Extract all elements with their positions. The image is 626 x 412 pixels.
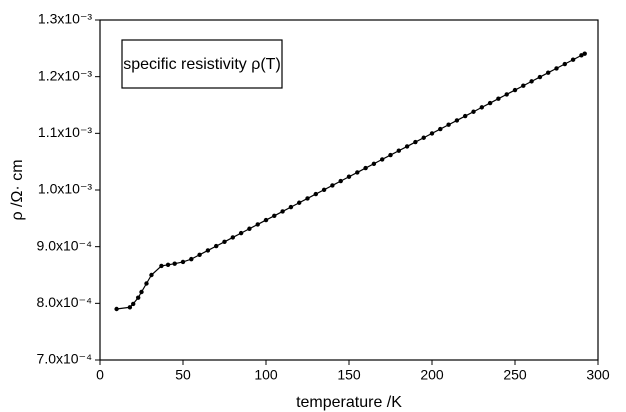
data-point [180, 259, 186, 265]
data-point [554, 66, 559, 71]
data-point [404, 144, 410, 149]
data-point [487, 100, 493, 106]
x-tick-label: 200 [420, 367, 444, 383]
x-tick-label: 300 [586, 367, 610, 383]
data-point [371, 161, 377, 166]
data-point [297, 200, 302, 205]
data-point [346, 174, 352, 179]
data-point [363, 165, 368, 171]
y-tick-label: 9.0x10⁻⁴ [37, 237, 92, 253]
data-point [139, 289, 144, 295]
data-point [413, 139, 418, 145]
y-tick-label: 1.3x10⁻³ [38, 11, 92, 27]
data-point [504, 92, 509, 97]
data-point [305, 196, 310, 201]
data-point [570, 57, 576, 62]
annotation-box [121, 39, 283, 89]
data-point [546, 70, 551, 75]
data-point [230, 235, 235, 240]
x-tick-label: 100 [254, 367, 278, 383]
data-point [114, 306, 119, 312]
data-point [496, 96, 501, 101]
data-point [149, 272, 154, 278]
x-axis-title: temperature /K [296, 394, 402, 411]
data-point [396, 148, 401, 153]
data-point [512, 87, 518, 93]
data-point [330, 183, 335, 188]
data-point [446, 122, 451, 127]
data-point [255, 222, 260, 227]
data-point [197, 252, 202, 257]
annotation: specific resistivity ρ(T) [123, 56, 281, 73]
data-point [205, 248, 211, 253]
data-point [562, 61, 567, 67]
data-point [172, 261, 177, 266]
y-tick-label: 7.0x10⁻⁴ [37, 351, 92, 367]
data-point [135, 295, 141, 300]
y-axis-title: ρ /Ω· cm [9, 159, 26, 220]
data-point [222, 239, 227, 244]
data-point [521, 83, 526, 88]
y-tick-label: 1.2x10⁻³ [38, 67, 92, 83]
data-point [421, 135, 426, 140]
data-point [429, 131, 435, 136]
data-point [263, 217, 269, 223]
data-point [238, 230, 244, 236]
y-tick-label: 1.0x10⁻³ [38, 181, 92, 197]
data-point [471, 109, 476, 114]
data-point [127, 305, 133, 310]
y-tick-label: 8.0x10⁻⁴ [37, 294, 92, 310]
x-tick-label: 150 [337, 367, 361, 383]
data-point [380, 157, 385, 162]
data-point [579, 53, 584, 58]
data-point [214, 243, 219, 249]
data-point [280, 209, 285, 214]
x-tick-label: 0 [96, 367, 104, 383]
data-point [144, 281, 149, 286]
y-tick-label: 1.1x10⁻³ [38, 124, 92, 140]
x-tick-label: 50 [175, 367, 191, 383]
data-point [438, 126, 443, 132]
data-point [165, 262, 171, 267]
data-point [479, 105, 484, 110]
data-point [338, 178, 343, 184]
data-point [272, 213, 277, 218]
data-point [388, 152, 393, 158]
data-point [131, 301, 136, 307]
data-point [529, 79, 534, 84]
data-point [582, 51, 587, 56]
data-point [159, 263, 164, 269]
data-point [355, 170, 360, 175]
x-tick-label: 250 [503, 367, 527, 383]
data-point [454, 118, 460, 123]
data-point [288, 204, 294, 210]
data-point [321, 187, 327, 192]
data-point [463, 113, 468, 119]
data-point [247, 226, 252, 231]
data-point [313, 191, 318, 197]
data-point [189, 256, 194, 262]
data-point [537, 74, 543, 80]
